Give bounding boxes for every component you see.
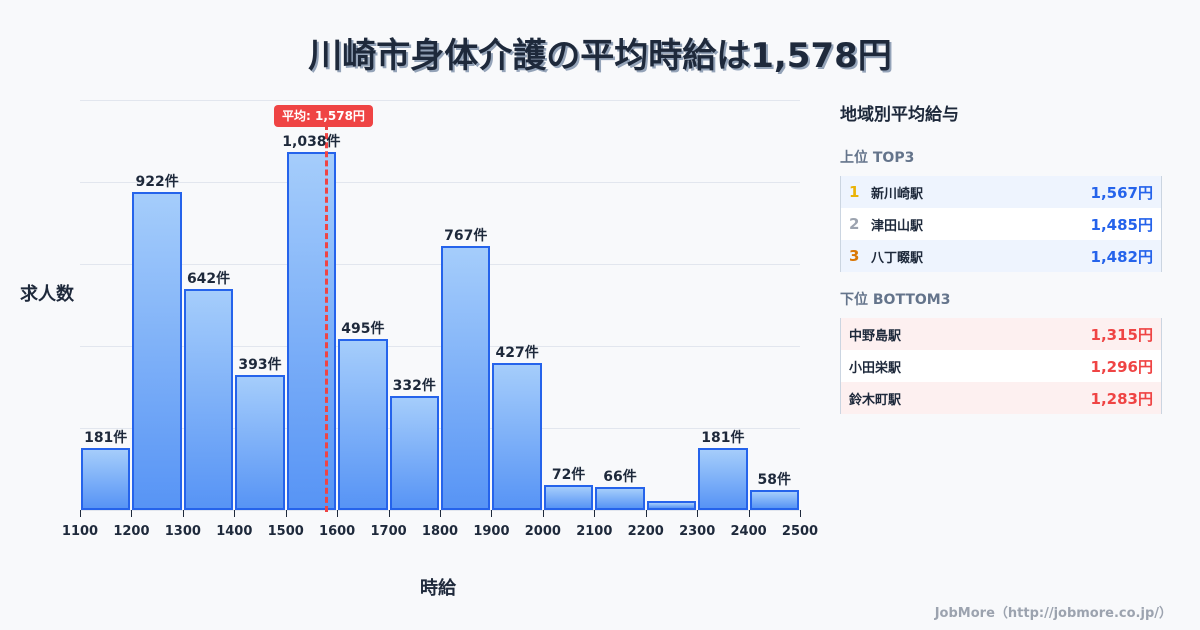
x-tick xyxy=(800,510,802,517)
x-tick xyxy=(388,510,390,517)
bar-value-label: 58件 xyxy=(757,472,792,489)
x-tick-label: 1300 xyxy=(164,524,201,539)
x-tick xyxy=(440,510,441,517)
histogram-chart: 求人数 時給 平均: 1,578円 181件 922件 642件 393件 1,038件… xyxy=(20,100,819,599)
histogram-bar xyxy=(81,447,131,510)
list-item: 小田栄駅 1,296円 xyxy=(841,350,1161,382)
x-tick xyxy=(337,510,339,517)
gridline xyxy=(80,100,800,101)
salary-value: 1,567円 xyxy=(1090,183,1153,202)
x-tick-label: 1700 xyxy=(370,524,407,539)
x-tick-label: 2200 xyxy=(627,524,664,539)
x-tick-label: 2000 xyxy=(524,524,561,539)
bar-value-label: 922件 xyxy=(135,174,179,191)
x-tick-label: 1200 xyxy=(113,524,150,539)
bottom3-title: 下位 BOTTOM3 xyxy=(840,292,951,308)
bottom3-list: 中野島駅 1,315円 小田栄駅 1,296円 鈴木町駅 1,283円 xyxy=(840,318,1162,414)
top3-title: 上位 TOP3 xyxy=(840,150,915,166)
footer-credit: JobMore（http://jobmore.co.jp/） xyxy=(934,606,1172,621)
list-item: 2 津田山駅 1,485円 xyxy=(841,208,1161,240)
salary-value: 1,315円 xyxy=(1090,325,1153,344)
rank-number: 3 xyxy=(849,247,860,265)
x-tick xyxy=(80,510,81,517)
x-tick xyxy=(594,510,596,517)
x-tick-label: 1900 xyxy=(473,524,510,539)
bar-value-label: 393件 xyxy=(238,356,282,373)
page-title: 川崎市身体介護の平均時給は1,578円 xyxy=(308,36,892,76)
panel-title: 地域別平均給与 xyxy=(840,105,959,125)
histogram-bar xyxy=(595,487,645,510)
histogram-bar xyxy=(183,288,234,510)
x-tick xyxy=(645,510,647,517)
average-line xyxy=(325,124,328,512)
bar-value-label: 767件 xyxy=(444,227,488,244)
station-name: 中野島駅 xyxy=(849,328,902,344)
x-tick xyxy=(182,510,184,517)
salary-value: 1,485円 xyxy=(1090,215,1153,234)
top3-list: 1 新川崎駅 1,567円 2 津田山駅 1,485円 3 八丁畷駅 1,482… xyxy=(840,176,1162,272)
rank-number: 1 xyxy=(849,183,860,201)
gridline xyxy=(80,346,800,347)
bar-value-label: 332件 xyxy=(392,377,436,394)
station-name: 津田山駅 xyxy=(871,218,924,234)
histogram-bar xyxy=(441,245,491,510)
salary-value: 1,283円 xyxy=(1090,389,1153,408)
gridline xyxy=(80,428,800,429)
x-tick xyxy=(131,510,133,517)
average-badge: 平均: 1,578円 xyxy=(274,105,373,127)
x-axis-label: 時給 xyxy=(420,578,456,599)
gridline xyxy=(80,182,800,183)
histogram-bar xyxy=(749,490,799,510)
x-tick xyxy=(542,510,544,517)
histogram-bar xyxy=(235,374,285,510)
x-tick-label: 1800 xyxy=(421,524,459,539)
x-tick xyxy=(285,510,287,517)
x-tick-label: 2100 xyxy=(576,524,613,539)
bar-value-label: 181件 xyxy=(701,429,745,446)
histogram-bar xyxy=(543,485,594,510)
salary-value: 1,482円 xyxy=(1090,247,1153,266)
bar-value-label: 1,038件 xyxy=(282,134,341,151)
x-tick-label: 1100 xyxy=(61,524,99,539)
rank-number: 2 xyxy=(849,215,860,233)
list-item: 3 八丁畷駅 1,482円 xyxy=(841,240,1161,272)
list-item: 中野島駅 1,315円 xyxy=(841,318,1161,350)
station-name: 新川崎駅 xyxy=(871,186,924,202)
histogram-bar xyxy=(338,339,388,510)
station-name: 小田栄駅 xyxy=(849,360,902,376)
y-axis-label: 求人数 xyxy=(20,284,74,305)
bar-value-label: 642件 xyxy=(186,270,231,287)
x-tick-label: 1600 xyxy=(319,524,356,539)
x-tick-label: 1500 xyxy=(267,524,304,539)
bar-value-label: 181件 xyxy=(84,429,128,446)
list-item: 鈴木町駅 1,283円 xyxy=(841,382,1161,414)
regional-salary-panel: 地域別平均給与 上位 TOP3 1 新川崎駅 1,567円 2 津田山駅 1,4… xyxy=(840,100,1162,414)
x-tick-label: 2400 xyxy=(730,524,767,539)
bar-value-label: 427件 xyxy=(495,344,539,361)
bar-value-label: 72件 xyxy=(551,467,586,484)
x-tick-label: 2500 xyxy=(781,524,819,539)
station-name: 鈴木町駅 xyxy=(849,392,902,408)
histogram-bar xyxy=(389,395,439,510)
x-tick-label: 2300 xyxy=(679,524,716,539)
x-tick xyxy=(234,510,236,517)
histogram-bar xyxy=(646,501,697,510)
station-name: 八丁畷駅 xyxy=(871,250,924,266)
x-tick xyxy=(748,510,750,517)
bar-value-label: 495件 xyxy=(341,321,385,338)
histogram-bar xyxy=(132,192,182,510)
gridline xyxy=(80,264,800,265)
x-tick xyxy=(491,510,493,517)
x-tick xyxy=(697,510,699,517)
salary-value: 1,296円 xyxy=(1090,357,1153,376)
histogram-bar xyxy=(698,447,748,510)
list-item: 1 新川崎駅 1,567円 xyxy=(841,176,1161,208)
histogram-bar xyxy=(492,362,542,510)
x-tick-label: 1400 xyxy=(216,524,253,539)
bar-value-label: 66件 xyxy=(603,469,637,486)
